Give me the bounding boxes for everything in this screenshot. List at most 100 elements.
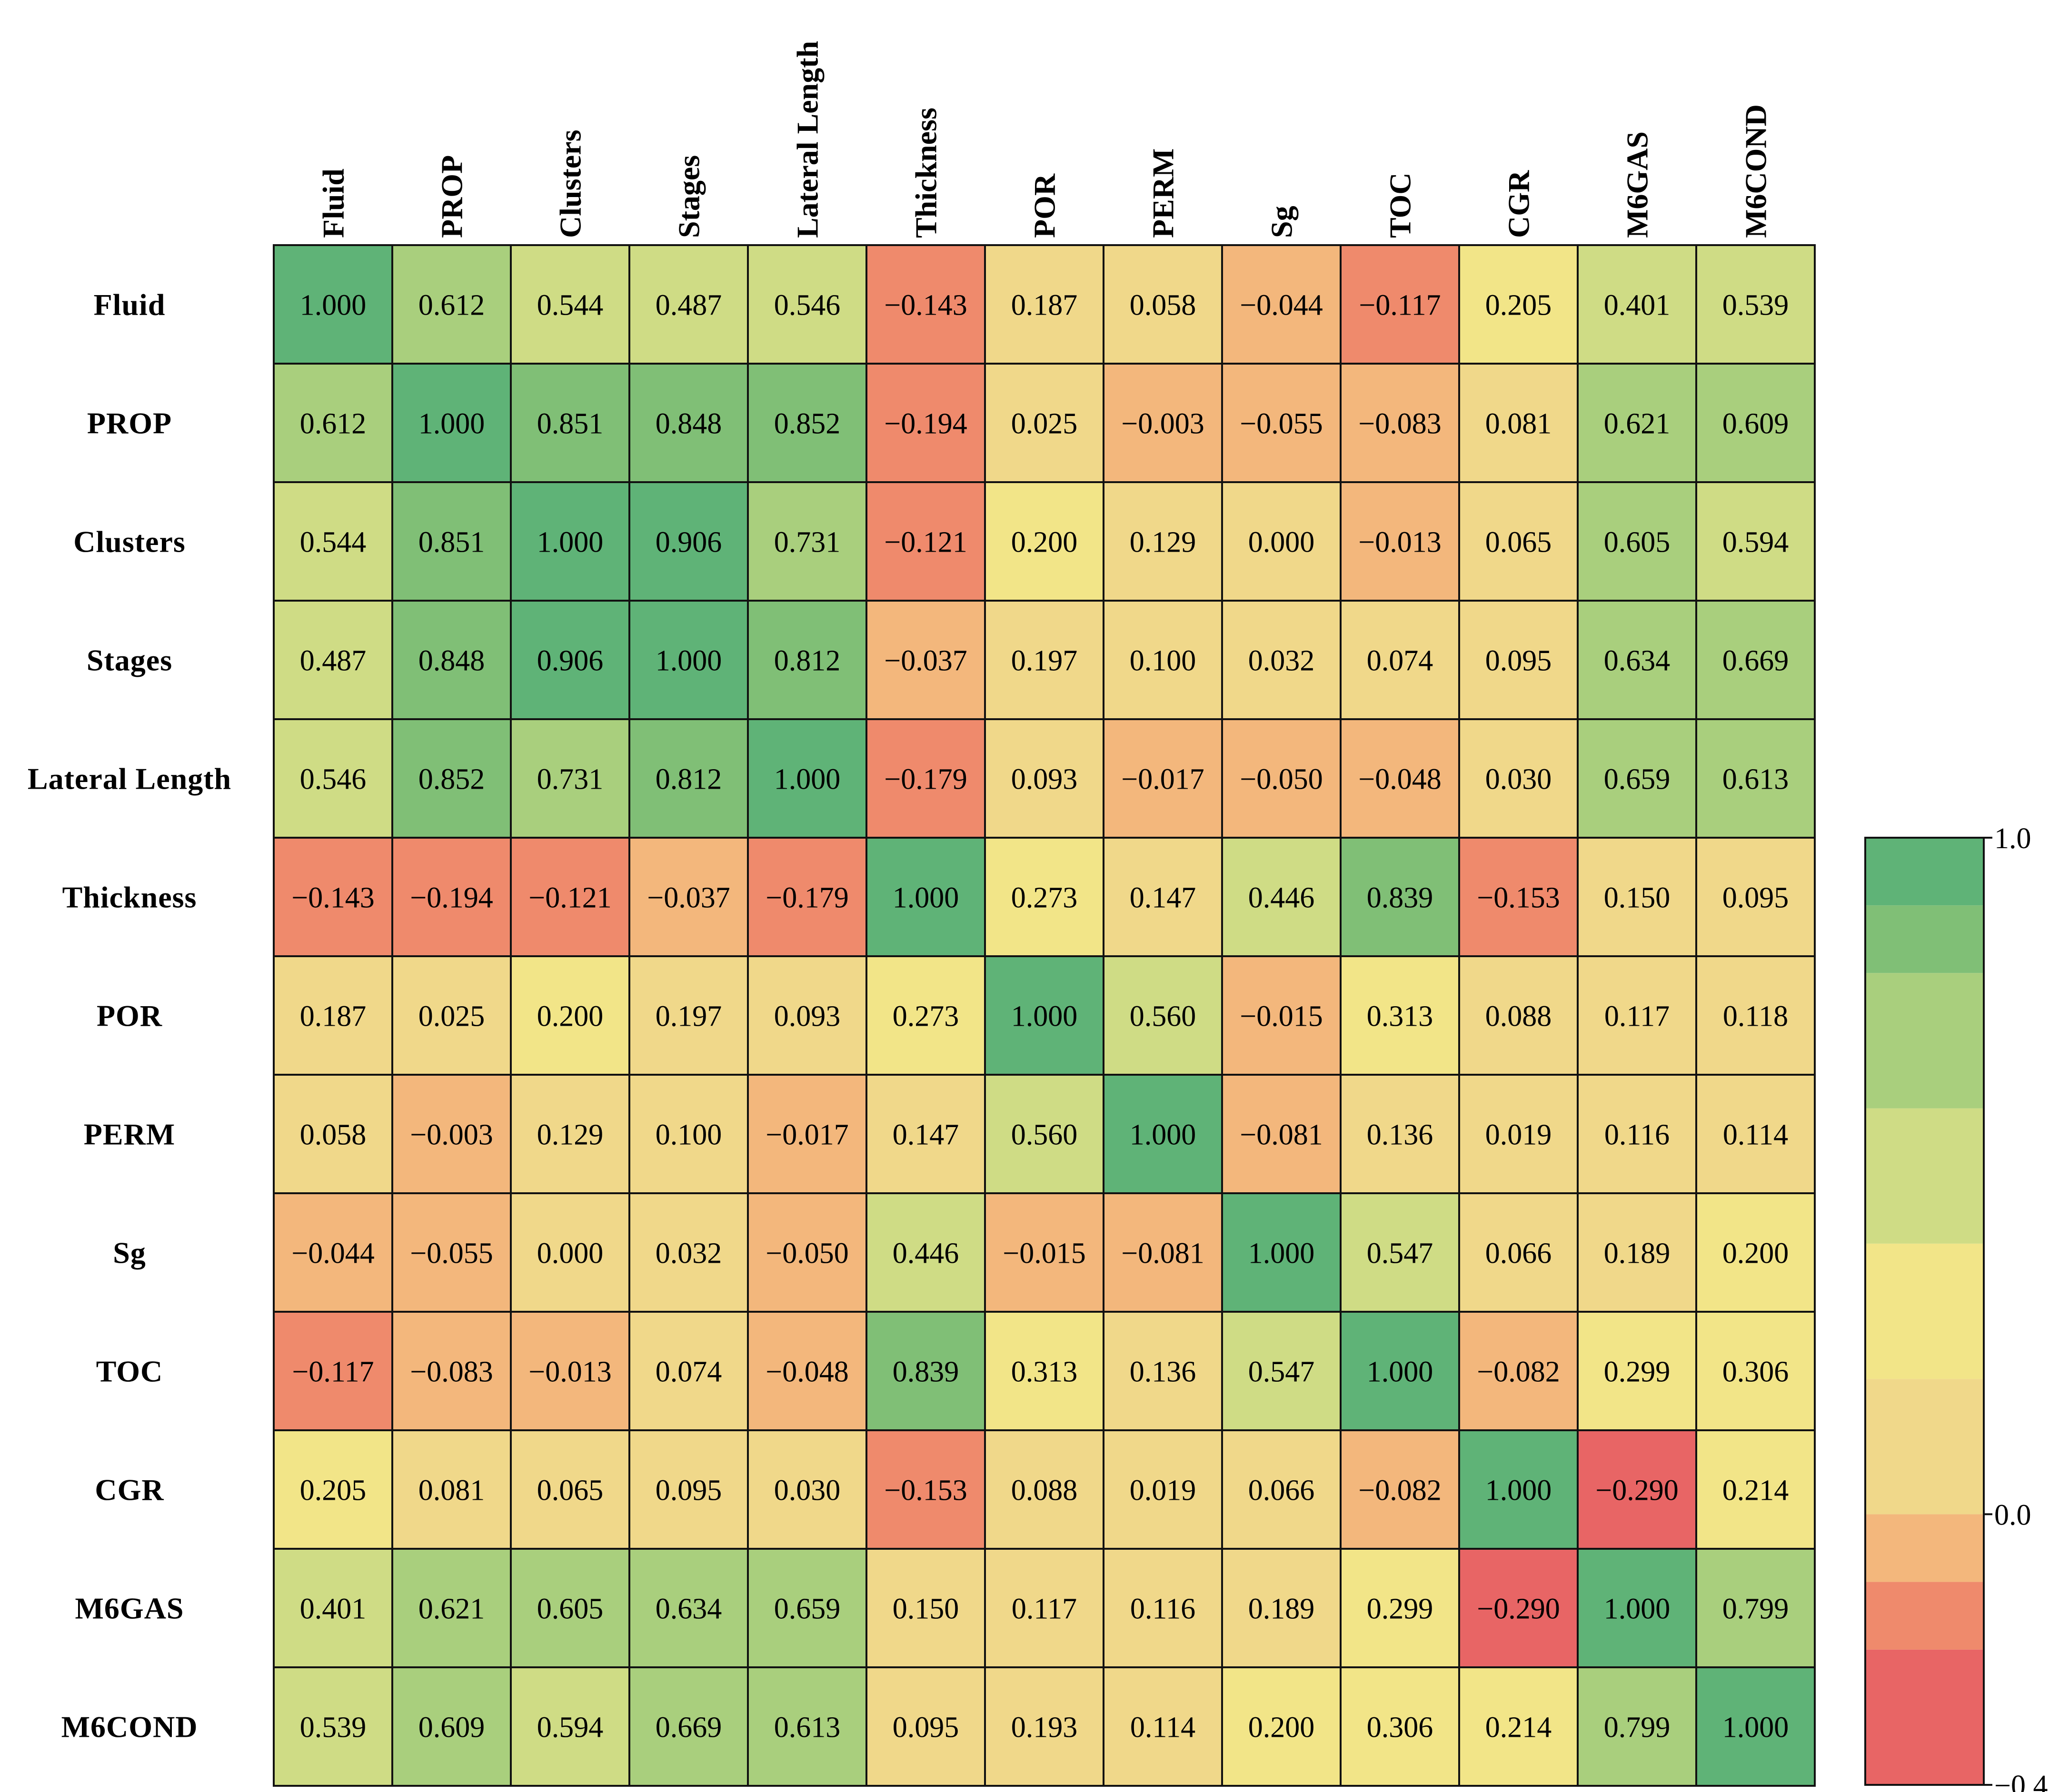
- colorbar: 1.0 0.0 −0.4: [1864, 822, 2048, 1792]
- column-labels: Fluid PROP Clusters Stages Lateral Length Thi…: [317, 41, 1773, 238]
- cell-value-label: −0.037: [884, 645, 967, 677]
- heatmap-cell: [1577, 363, 1697, 483]
- column-label: Clusters: [554, 129, 587, 238]
- cell-value-label: −0.050: [1240, 763, 1323, 796]
- cell-value-label: 0.114: [1130, 1712, 1195, 1744]
- cell-value-label: 0.095: [1722, 882, 1789, 914]
- heatmap-cell: [628, 600, 749, 720]
- cell-value-label: 0.200: [1722, 1238, 1789, 1270]
- cell-value-label: 0.150: [893, 1593, 959, 1625]
- cell-value-label: 0.812: [656, 763, 722, 796]
- heatmap-cell: [628, 718, 749, 839]
- heatmap-cell: [273, 837, 393, 957]
- cell-value-label: 0.799: [1604, 1712, 1671, 1744]
- heatmap-cell: [1458, 955, 1579, 1076]
- cell-value-label: −0.048: [1358, 763, 1441, 796]
- cell-value-label: 1.000: [1722, 1712, 1789, 1744]
- heatmap-cell: [1458, 1192, 1579, 1313]
- row-label: M6COND: [61, 1710, 198, 1744]
- heatmap-cell: [510, 718, 630, 839]
- heatmap-cell: [1340, 955, 1460, 1076]
- heatmap-cell: [1695, 481, 1816, 602]
- heatmap-cell: [865, 955, 986, 1076]
- cell-value-label: 0.093: [774, 1000, 841, 1033]
- cell-value-label: 0.273: [1011, 882, 1078, 914]
- cell-value-label: 0.313: [1011, 1356, 1078, 1388]
- heatmap-cell: [1103, 244, 1223, 365]
- heatmap-cell: [273, 718, 393, 839]
- heatmap-cell: [628, 1192, 749, 1313]
- cell-value-label: 0.030: [1485, 763, 1552, 796]
- column-label: TOC: [1383, 172, 1417, 238]
- cell-value-label: 0.088: [1485, 1000, 1552, 1033]
- cell-value-label: 0.088: [1011, 1475, 1078, 1507]
- column-label: M6COND: [1739, 104, 1773, 238]
- heatmap-cell: [865, 1074, 986, 1194]
- heatmap-cell: [273, 1429, 393, 1550]
- row-label: Thickness: [62, 881, 197, 914]
- heatmap-cell: [1577, 1074, 1697, 1194]
- cell-value-label: −0.044: [1240, 289, 1323, 322]
- heatmap-cell: [628, 1548, 749, 1668]
- heatmap-cell: [747, 363, 867, 483]
- cell-value-label: −0.179: [884, 763, 967, 796]
- heatmap-cell: [984, 363, 1104, 483]
- colorbar-segment: [1865, 1582, 1984, 1650]
- cell-value-label: 0.299: [1604, 1356, 1671, 1388]
- heatmap-cell: [510, 363, 630, 483]
- cell-value-label: 0.401: [1604, 289, 1671, 322]
- cell-value-label: 0.851: [418, 526, 485, 559]
- column-label: PROP: [435, 155, 469, 238]
- heatmap-cell: [1577, 1429, 1697, 1550]
- column-label: Sg: [1265, 206, 1299, 238]
- cell-value-label: 0.848: [656, 408, 722, 440]
- heatmap-cell: [1695, 1429, 1816, 1550]
- heatmap-cell: [1577, 1548, 1697, 1668]
- column-label: Thickness: [909, 108, 943, 238]
- cell-value-label: 0.150: [1604, 882, 1671, 914]
- cell-value-label: 0.066: [1485, 1238, 1552, 1270]
- heatmap-cell: [984, 955, 1104, 1076]
- cell-value-label: −0.037: [647, 882, 730, 914]
- heatmap-cell: [1340, 600, 1460, 720]
- heatmap-cell: [391, 1429, 512, 1550]
- cell-value-label: −0.082: [1477, 1356, 1560, 1388]
- cell-value-label: 0.812: [774, 645, 841, 677]
- row-label: Sg: [113, 1236, 146, 1270]
- heatmap-cell: [1458, 1548, 1579, 1668]
- column-label: M6GAS: [1621, 131, 1654, 238]
- heatmap-cell: [510, 1311, 630, 1431]
- cell-value-label: 0.544: [537, 289, 604, 322]
- cell-value-label: −0.117: [1359, 289, 1441, 322]
- cell-value-label: 0.621: [418, 1593, 485, 1625]
- heatmap-cell: [1340, 837, 1460, 957]
- heatmap-cell: [628, 1666, 749, 1787]
- heatmap-cell: [1221, 363, 1342, 483]
- row-label: Fluid: [94, 288, 166, 322]
- cell-value-label: 0.546: [300, 763, 367, 796]
- heatmap-cell: [747, 837, 867, 957]
- cell-value-label: 0.095: [1485, 645, 1552, 677]
- heatmap-cell: [747, 1429, 867, 1550]
- cell-value-label: 0.612: [300, 408, 367, 440]
- cell-value-label: 1.000: [1485, 1475, 1552, 1507]
- heatmap-cell: [1221, 837, 1342, 957]
- heatmap-cell: [984, 1311, 1104, 1431]
- cell-value-label: 1.000: [1604, 1593, 1671, 1625]
- heatmap-cell: [984, 718, 1104, 839]
- cell-value-label: 0.058: [300, 1119, 367, 1151]
- cell-value-label: 0.065: [537, 1475, 604, 1507]
- cell-value-label: −0.083: [410, 1356, 493, 1388]
- cell-value-label: 0.487: [300, 645, 367, 677]
- cell-value-label: 0.000: [537, 1238, 604, 1270]
- cell-value-label: 0.081: [418, 1475, 485, 1507]
- cell-value-label: 0.200: [1011, 526, 1078, 559]
- column-label: CGR: [1502, 170, 1536, 238]
- heatmap-cell: [391, 1311, 512, 1431]
- cell-value-label: 0.594: [1722, 526, 1789, 559]
- heatmap-cell: [391, 837, 512, 957]
- colorbar-tick-label: 0.0: [1994, 1499, 2031, 1531]
- column-label: Lateral Length: [791, 41, 825, 238]
- heatmap-cell: [1221, 1548, 1342, 1668]
- cell-value-label: 1.000: [1130, 1119, 1196, 1151]
